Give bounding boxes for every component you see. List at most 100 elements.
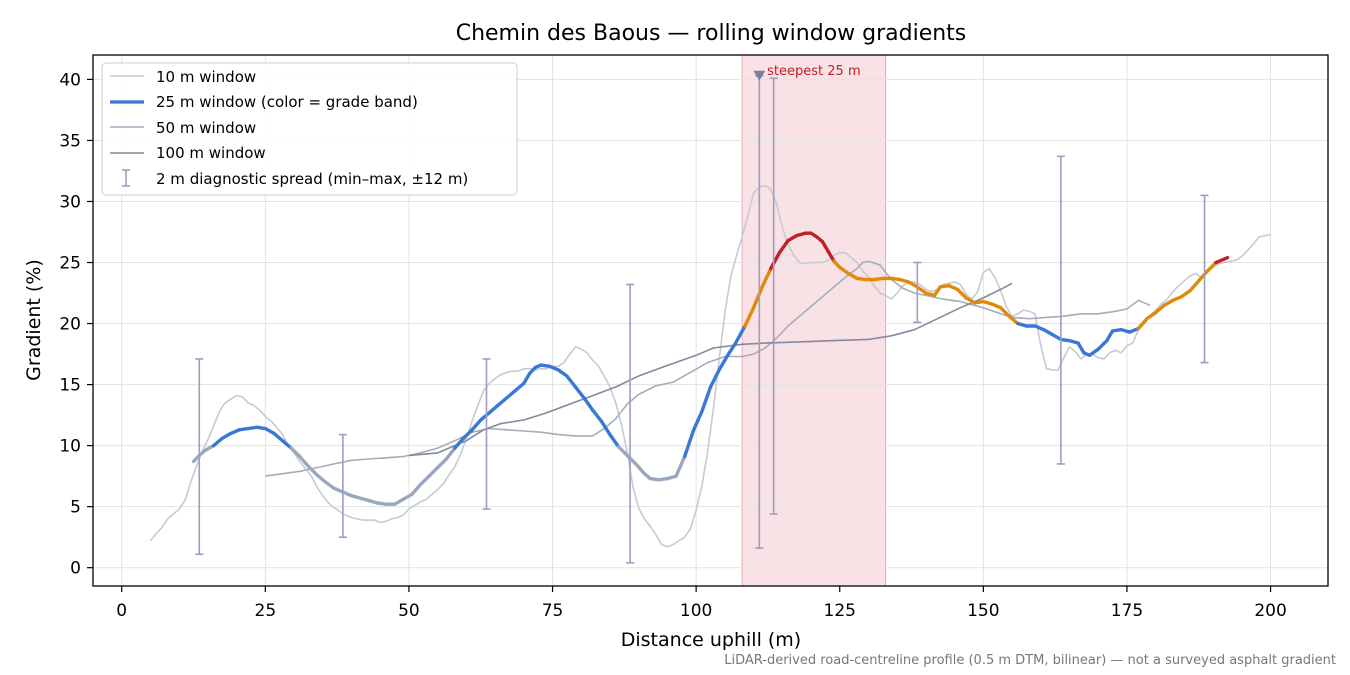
y-tick-label-3: 15 [59, 376, 81, 396]
series-25m-segment [323, 480, 336, 491]
series-25m-segment [717, 353, 730, 372]
series-25m-segment [556, 368, 569, 378]
series-25m-segment [734, 324, 747, 344]
series-25m-segment [479, 410, 492, 422]
x-tick-label-2: 50 [398, 601, 420, 621]
series-25m-segment [955, 287, 968, 300]
y-axis-label: Gradient (%) [23, 259, 45, 381]
y-tick-label-8: 40 [59, 70, 81, 90]
series-25m-segment [306, 464, 319, 477]
series-25m-segment [461, 428, 474, 440]
series-25m-segment [599, 419, 612, 437]
legend-box [101, 62, 518, 196]
series-25m-segment [1136, 316, 1149, 331]
legend-label-10m: 10 m window [156, 68, 256, 86]
series-25m-segment [1145, 310, 1158, 321]
series-25m-segment [487, 403, 500, 415]
series-25m-segment [1096, 338, 1109, 351]
x-tick-label-1: 25 [255, 601, 277, 621]
spread-bar-3 [626, 283, 635, 564]
spread-bar-8 [1200, 194, 1209, 364]
axis-layer: 0 25 50 75 100 125 150 175 200 0 5 10 15 20 25 30 35 40 [59, 70, 1286, 621]
legend-label-100m: 100 m window [156, 144, 266, 162]
x-tick-label-5: 125 [824, 601, 856, 621]
steepest-marker [753, 70, 766, 81]
series-25m-segment [838, 265, 851, 276]
series-25m-segment [1197, 269, 1210, 283]
series-25m-segment [751, 285, 764, 310]
y-tick-label-1: 5 [70, 498, 81, 518]
series-25m-segment [998, 305, 1011, 318]
series-25m-segment [504, 388, 517, 400]
series-25m-segment [444, 446, 457, 461]
series-25m-segment [777, 238, 790, 255]
x-tick-label-6: 150 [967, 601, 999, 621]
series-25m-segment [211, 436, 224, 448]
spread-bar-5 [769, 77, 778, 515]
series-25m-window [191, 231, 1230, 506]
marker-layer: steepest 25 m [753, 64, 861, 81]
highlight-layer [741, 54, 887, 587]
series-25m-segment [1188, 279, 1201, 293]
series-25m-segment [1087, 347, 1100, 357]
legend: 10 m window 25 m window (color = grade b… [101, 62, 518, 196]
series-25m-segment [582, 396, 595, 412]
series-line-2 [265, 260, 1151, 477]
series-25m-segment [674, 454, 687, 478]
series-25m-segment [726, 340, 739, 357]
series-25m-segment [826, 249, 836, 263]
footnote: LiDAR-derived road-centreline profile (0… [724, 653, 1336, 668]
spread-bar-7 [1056, 155, 1065, 465]
y-tick-label-6: 30 [59, 192, 81, 212]
series-25m-segment [315, 473, 328, 484]
legend-label-25m: 25 m window (color = grade band) [156, 93, 418, 111]
series-25m-segment [1076, 341, 1086, 355]
series-25m-segment [427, 465, 440, 478]
series-25m-segment [1214, 255, 1230, 265]
series-25m-segment [1205, 260, 1218, 273]
y-tick-label-5: 25 [59, 254, 81, 274]
series-25m-segment [496, 396, 509, 408]
series-25m-segment [272, 431, 285, 443]
series-25m-segment [915, 285, 928, 295]
series-25m-segment [435, 457, 448, 470]
series-25m-segment [573, 385, 586, 400]
chart-title: Chemin des Baous — rolling window gradie… [456, 21, 967, 46]
series-25m-segment [820, 240, 830, 254]
series-25m-segment [565, 374, 578, 389]
series-25m-segment [634, 462, 647, 476]
series-25m-segment [1153, 303, 1166, 315]
y-tick-label-4: 20 [59, 315, 81, 335]
series-25m-segment [625, 453, 638, 466]
series-25m-segment [522, 371, 532, 386]
series-line-3 [408, 282, 1013, 457]
x-tick-label-4: 100 [680, 601, 712, 621]
legend-swatch-spread [122, 169, 130, 187]
x-tick-label-0: 0 [116, 601, 127, 621]
spread-bar-6 [913, 261, 922, 324]
y-tick-label-2: 10 [59, 437, 81, 457]
x-tick-label-7: 175 [1111, 601, 1143, 621]
legend-label-spread: 2 m diagnostic spread (min–max, ±12 m) [156, 170, 468, 188]
x-axis-label: Distance uphill (m) [621, 629, 801, 651]
series-25m-segment [932, 285, 942, 298]
plot-frame [92, 54, 1329, 587]
y-tick-label-7: 35 [59, 131, 81, 151]
series-25m-segment [708, 368, 721, 389]
series-25m-segment [608, 432, 621, 449]
steepest-label: steepest 25 m [767, 64, 860, 79]
x-tick-label-8: 200 [1254, 601, 1286, 621]
series-25m-segment [700, 385, 713, 414]
series-25m-segment [289, 446, 302, 459]
series-25m-segment [298, 454, 311, 469]
series-25m-segment [691, 409, 704, 433]
diagnostic-spread-layer [195, 74, 1209, 564]
steepest-25m-band [741, 54, 887, 587]
series-25m-segment [513, 381, 526, 393]
series-25m-segment [616, 445, 629, 458]
series-layer [149, 184, 1271, 548]
spread-bar-0 [195, 358, 204, 556]
series-25m-segment [1105, 329, 1115, 343]
series-25m-segment [591, 408, 604, 423]
